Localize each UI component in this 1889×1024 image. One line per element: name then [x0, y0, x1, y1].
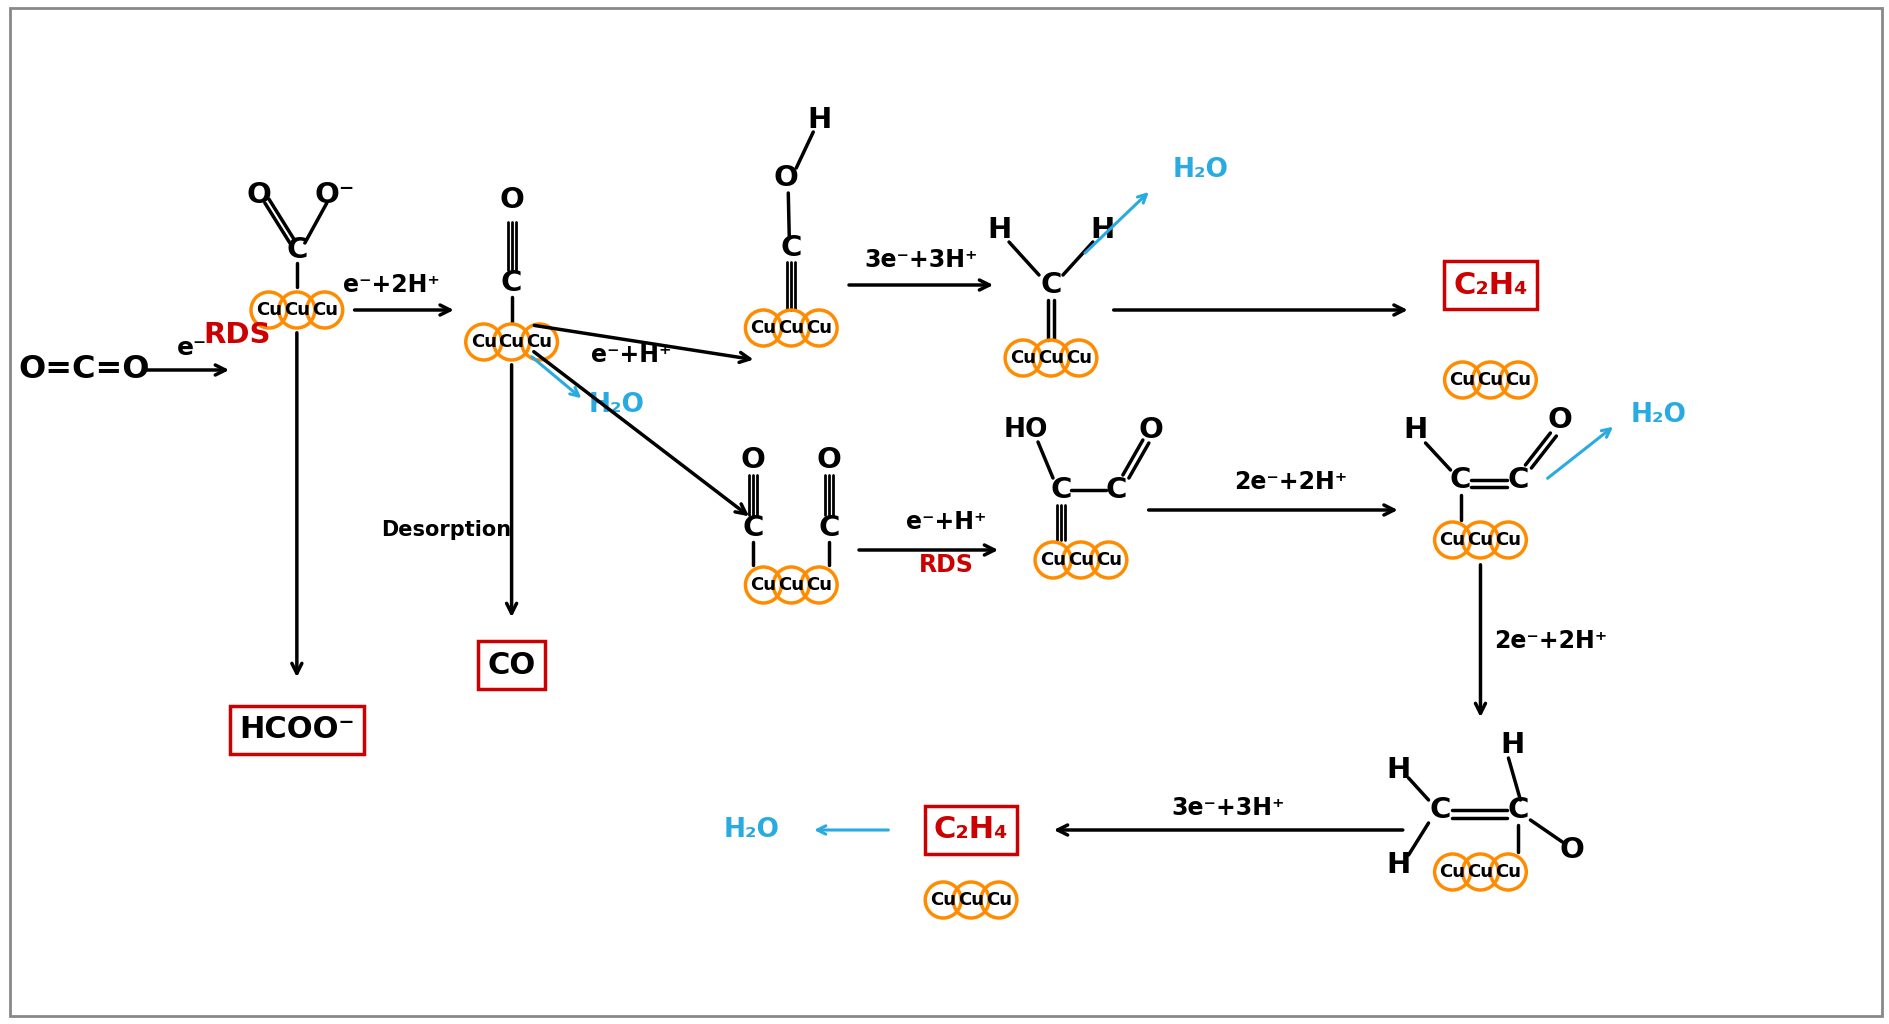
Text: C: C: [818, 514, 839, 542]
Text: C: C: [742, 514, 763, 542]
Text: Cu: Cu: [1039, 551, 1065, 569]
Text: C₂H₄: C₂H₄: [933, 815, 1007, 845]
Text: O: O: [246, 181, 272, 209]
Text: Desorption: Desorption: [382, 520, 512, 540]
Text: Cu: Cu: [1009, 349, 1035, 367]
Text: e⁻+H⁺: e⁻+H⁺: [905, 510, 986, 534]
Text: 3e⁻+3H⁺: 3e⁻+3H⁺: [863, 248, 977, 272]
Text: Cu: Cu: [1466, 531, 1492, 549]
Text: O: O: [1137, 416, 1164, 444]
Text: Cu: Cu: [1096, 551, 1122, 569]
Text: H₂O: H₂O: [1630, 402, 1685, 428]
Text: Cu: Cu: [778, 319, 805, 337]
Text: C: C: [1039, 271, 1062, 299]
Text: Cu: Cu: [1494, 531, 1521, 549]
Text: Cu: Cu: [255, 301, 281, 319]
Text: C: C: [1430, 796, 1451, 824]
Text: H: H: [1404, 416, 1426, 444]
Text: e⁻: e⁻: [178, 336, 208, 360]
Text: H₂O: H₂O: [723, 817, 778, 843]
Text: HO: HO: [1003, 417, 1048, 443]
Text: C: C: [1507, 466, 1528, 494]
Text: O: O: [740, 446, 765, 474]
Text: Cu: Cu: [527, 333, 552, 351]
Text: Cu: Cu: [1065, 349, 1092, 367]
Text: Cu: Cu: [1504, 371, 1530, 389]
Text: O⁻: O⁻: [314, 181, 355, 209]
Text: H: H: [1387, 851, 1409, 879]
Text: Cu: Cu: [807, 319, 831, 337]
Text: Cu: Cu: [1037, 349, 1064, 367]
Text: 3e⁻+3H⁺: 3e⁻+3H⁺: [1171, 796, 1285, 820]
Text: Cu: Cu: [499, 333, 525, 351]
Text: O: O: [1558, 836, 1585, 864]
Text: 2e⁻+2H⁺: 2e⁻+2H⁺: [1492, 629, 1606, 653]
Text: C: C: [1449, 466, 1470, 494]
Text: H: H: [986, 216, 1011, 244]
Text: RDS: RDS: [204, 321, 270, 349]
Text: H: H: [807, 106, 831, 134]
Text: Cu: Cu: [1067, 551, 1094, 569]
Text: RDS: RDS: [918, 553, 973, 577]
Text: Cu: Cu: [778, 575, 805, 594]
Text: e⁻+2H⁺: e⁻+2H⁺: [344, 273, 440, 297]
Text: H: H: [1090, 216, 1115, 244]
Text: e⁻+H⁺: e⁻+H⁺: [591, 343, 671, 367]
Text: Cu: Cu: [750, 575, 776, 594]
Text: C: C: [285, 236, 308, 264]
Text: Cu: Cu: [958, 891, 984, 909]
Text: H: H: [1387, 756, 1409, 784]
Text: C: C: [1050, 476, 1071, 504]
Text: CO: CO: [487, 650, 535, 680]
Text: Cu: Cu: [312, 301, 338, 319]
Text: Cu: Cu: [1477, 371, 1502, 389]
Text: C₂H₄: C₂H₄: [1453, 270, 1526, 299]
Text: Cu: Cu: [986, 891, 1011, 909]
Text: Cu: Cu: [750, 319, 776, 337]
Text: Cu: Cu: [470, 333, 497, 351]
Text: H₂O: H₂O: [1173, 157, 1228, 183]
Text: Cu: Cu: [1494, 863, 1521, 881]
Text: Cu: Cu: [807, 575, 831, 594]
Text: O: O: [499, 186, 523, 214]
Text: C: C: [501, 269, 521, 297]
Text: Cu: Cu: [1439, 863, 1464, 881]
Text: Cu: Cu: [1466, 863, 1492, 881]
Text: Cu: Cu: [1449, 371, 1475, 389]
Text: H₂O: H₂O: [587, 392, 644, 418]
Text: H: H: [1500, 731, 1524, 759]
Text: O=C=O: O=C=O: [19, 354, 149, 385]
Text: Cu: Cu: [1439, 531, 1464, 549]
Text: C: C: [1507, 796, 1528, 824]
Text: Cu: Cu: [929, 891, 956, 909]
Text: 2e⁻+2H⁺: 2e⁻+2H⁺: [1234, 470, 1347, 494]
Text: O: O: [773, 164, 799, 193]
Text: C: C: [780, 234, 801, 262]
Text: C: C: [1105, 476, 1126, 504]
Text: O: O: [816, 446, 841, 474]
Text: O: O: [1547, 406, 1572, 434]
Text: Cu: Cu: [283, 301, 310, 319]
Text: HCOO⁻: HCOO⁻: [240, 716, 355, 744]
